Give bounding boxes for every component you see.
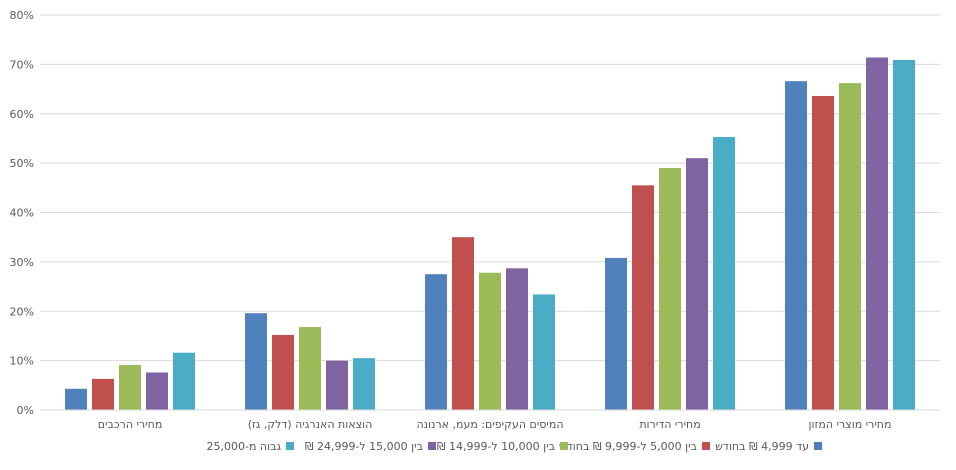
x-axis-category-labels: מחירי הרכבים הוצאות האנרגיה (דלק, גז) המיס…: [98, 418, 892, 431]
bar: [92, 378, 114, 410]
bar: [65, 388, 87, 410]
bar: [272, 334, 294, 410]
legend-swatch: [428, 442, 436, 450]
bar: [425, 274, 447, 410]
bar: [146, 372, 168, 410]
bar: [299, 327, 321, 410]
bar: [353, 358, 375, 410]
legend-swatch: [814, 442, 822, 450]
x-tick-label: מחירי הדירות: [639, 418, 700, 431]
x-tick-label: מחירי מוצרי המזון: [809, 418, 892, 431]
bar: [479, 272, 501, 410]
bar: [659, 168, 681, 410]
legend-label: גבוה מ-25,000: [206, 440, 281, 453]
legend: עד 4,999 ₪ בחודש בין 5,000 ל-9,999 ₪ בחוד…: [206, 440, 822, 453]
y-tick-label: 40%: [10, 207, 34, 220]
bar: [632, 185, 654, 410]
y-tick-label: 30%: [10, 256, 34, 269]
bar: [173, 352, 195, 410]
bar: [812, 95, 834, 410]
bars: [65, 57, 915, 411]
bar: [785, 81, 807, 410]
legend-swatch: [560, 442, 568, 450]
x-tick-label: מחירי הרכבים: [98, 418, 163, 431]
legend-swatch: [702, 442, 710, 450]
y-tick-label: 70%: [10, 58, 34, 71]
bar: [866, 57, 888, 411]
bar: [713, 136, 735, 411]
y-axis-ticks: 0% 10% 20% 30% 40% 50% 60% 70% 80%: [10, 9, 34, 417]
y-tick-label: 80%: [10, 9, 34, 22]
gridlines: [40, 14, 940, 362]
bar: [506, 268, 528, 410]
bar: [533, 294, 555, 410]
bar: [893, 59, 915, 411]
x-tick-label: המיסים העקיפים: מעמ, ארנונה: [416, 418, 563, 431]
bar: [326, 360, 348, 410]
legend-label: בין 10,000 ל-14,999 ₪: [437, 440, 555, 453]
bar: [245, 313, 267, 410]
bar: [119, 365, 141, 410]
y-tick-label: 20%: [10, 305, 34, 318]
bar: [452, 237, 474, 410]
bar: [686, 158, 708, 410]
legend-swatch: [286, 442, 294, 450]
x-tick-label: הוצאות האנרגיה (דלק, גז): [248, 418, 373, 431]
bar: [605, 257, 627, 410]
legend-label: בין 15,000 ל-24,999 ₪: [305, 440, 423, 453]
y-tick-label: 60%: [10, 108, 34, 121]
y-tick-label: 0%: [17, 404, 34, 417]
y-tick-label: 10%: [10, 355, 34, 368]
legend-label: בין 5,000 ל-9,999 ₪ בחודש: [559, 440, 697, 453]
y-tick-label: 50%: [10, 157, 34, 170]
bar: [839, 83, 861, 410]
legend-label: עד 4,999 ₪ בחודש: [715, 440, 809, 453]
